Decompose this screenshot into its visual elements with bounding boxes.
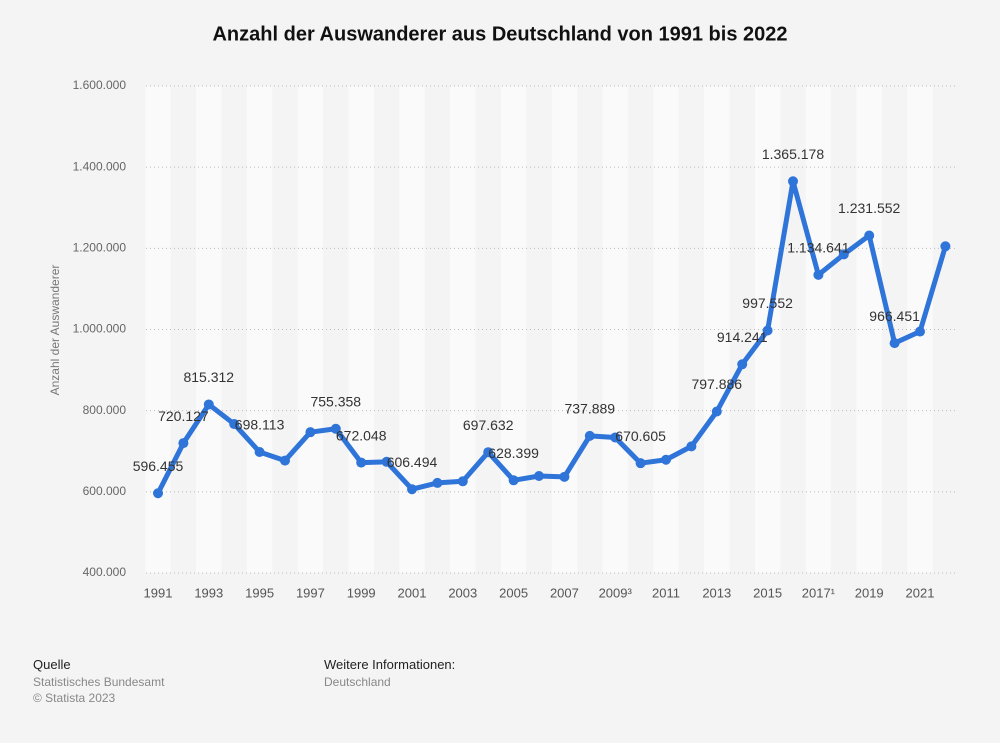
point <box>178 438 189 449</box>
value-label: 697.632 <box>463 417 514 433</box>
value-label: 670.605 <box>615 428 666 444</box>
x-tick-label: 2005 <box>499 585 528 600</box>
y-tick-label: 400.000 <box>83 565 127 579</box>
value-label: 1.134.641 <box>787 240 849 256</box>
x-tick-label: 1995 <box>245 585 274 600</box>
y-tick-label: 1.600.000 <box>73 78 127 92</box>
column-band <box>348 86 374 573</box>
x-tick-label: 2009³ <box>599 585 633 600</box>
y-tick-label: 1.400.000 <box>73 159 127 173</box>
point <box>661 454 671 465</box>
value-label: 966.451 <box>869 308 920 324</box>
point <box>534 471 544 482</box>
x-tick-label: 2003 <box>448 585 477 600</box>
x-tick-label: 2017¹ <box>802 585 836 600</box>
y-tick-label: 600.000 <box>83 484 127 498</box>
point <box>584 430 595 441</box>
x-tick-label: 2021 <box>906 585 935 600</box>
column-band <box>856 86 882 573</box>
column-band <box>196 86 222 573</box>
value-label: 720.127 <box>158 408 209 424</box>
info: Deutschland <box>324 675 391 689</box>
value-label: 755.358 <box>310 393 361 409</box>
value-label: 672.048 <box>336 427 387 443</box>
point <box>864 230 875 241</box>
point <box>203 399 214 410</box>
point <box>407 484 417 495</box>
x-tick-label: 2019 <box>855 585 884 600</box>
point <box>254 447 265 458</box>
column-band <box>475 86 501 573</box>
point <box>381 456 392 467</box>
column-band <box>704 86 730 573</box>
x-tick-label: 1999 <box>347 585 376 600</box>
point <box>915 326 925 337</box>
value-label: 815.312 <box>183 369 234 385</box>
point <box>737 359 748 370</box>
y-tick-label: 800.000 <box>83 403 127 417</box>
value-label: 596.455 <box>133 458 184 474</box>
x-tick-label: 2013 <box>702 585 731 600</box>
column-band <box>399 86 425 573</box>
column-band <box>831 86 857 573</box>
x-tick-label: 2007 <box>550 585 579 600</box>
point <box>889 338 900 349</box>
value-label: 997.552 <box>742 295 793 311</box>
x-tick-label: 1991 <box>144 585 173 600</box>
point <box>711 406 722 417</box>
point <box>356 457 367 468</box>
column-band <box>272 86 298 573</box>
copyright: © Statista 2023 <box>33 691 116 705</box>
point <box>508 475 519 486</box>
column-band <box>551 86 578 573</box>
point <box>330 423 341 434</box>
value-label: 737.889 <box>564 401 615 417</box>
chart-title: Anzahl der Auswanderer aus Deutschland v… <box>212 23 787 45</box>
value-label: 1.365.178 <box>762 146 824 162</box>
value-label: 698.113 <box>235 417 285 433</box>
point <box>483 447 494 458</box>
info-title: Weitere Informationen: <box>324 657 455 672</box>
column-band <box>627 86 654 573</box>
source: Statistisches Bundesamt <box>33 675 165 689</box>
x-tick-label: 2015 <box>753 585 782 600</box>
value-label: 628.399 <box>488 445 539 461</box>
point <box>457 476 468 487</box>
value-label: 797.886 <box>691 376 742 392</box>
column-band <box>246 86 273 573</box>
point <box>788 176 798 187</box>
column-band <box>323 86 349 573</box>
y-tick-label: 1.000.000 <box>73 322 127 336</box>
point <box>559 471 570 482</box>
point <box>305 427 316 438</box>
point <box>838 249 849 260</box>
column-band <box>780 86 806 573</box>
point <box>940 241 951 252</box>
point <box>432 477 443 488</box>
point <box>153 488 163 499</box>
point <box>813 269 824 280</box>
point <box>610 432 621 443</box>
point <box>635 458 646 469</box>
column-band <box>424 86 451 573</box>
x-tick-label: 1997 <box>296 585 325 600</box>
column-band <box>932 86 959 573</box>
x-tick-label: 2001 <box>398 585 427 600</box>
point <box>686 441 697 452</box>
value-label: 606.494 <box>387 454 438 470</box>
x-tick-label: 1993 <box>194 585 223 600</box>
x-tick-label: 2011 <box>652 585 680 600</box>
value-label: 914.241 <box>717 329 768 345</box>
source-title: Quelle <box>33 657 71 672</box>
point <box>229 419 240 430</box>
point <box>762 325 773 336</box>
point <box>280 455 290 466</box>
y-tick-label: 1.200.000 <box>73 241 127 255</box>
value-label: 1.231.552 <box>838 200 900 216</box>
line <box>155 178 948 496</box>
y-axis-label: Anzahl der Auswanderer <box>48 265 62 396</box>
